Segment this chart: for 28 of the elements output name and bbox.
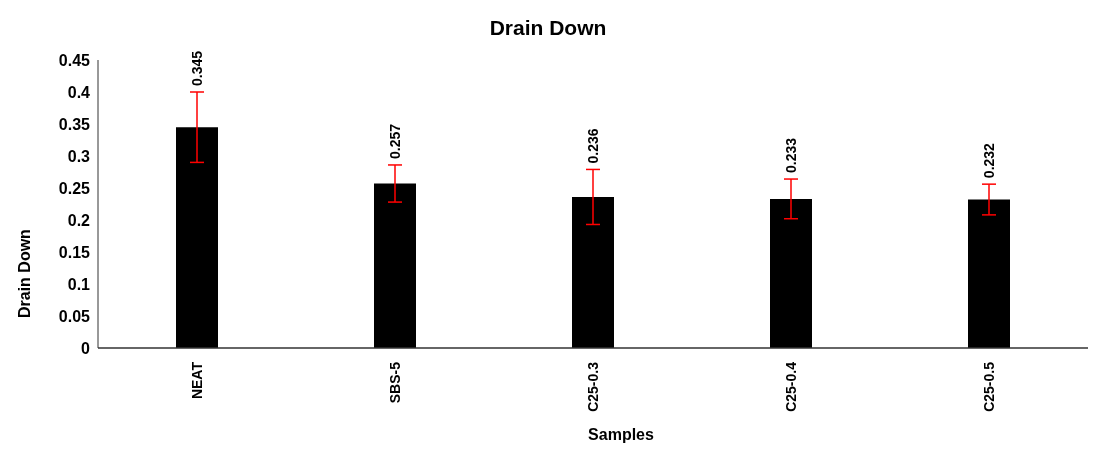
x-tick-label: C25-0.4: [783, 361, 799, 412]
bar: [176, 127, 218, 348]
bar: [572, 196, 614, 348]
y-tick-label: 0.1: [67, 275, 91, 293]
y-axis-title: Drain Down: [16, 229, 34, 318]
bar: [968, 199, 1010, 348]
x-tick-label: SBS-5: [387, 361, 403, 404]
data-label: 0.345: [189, 50, 205, 86]
data-label: 0.233: [783, 137, 799, 174]
y-tick-label: 0.2: [67, 211, 91, 229]
bar: [374, 183, 416, 348]
data-label: 0.232: [981, 142, 997, 179]
y-tick-label: 0.25: [58, 179, 91, 197]
chart-title: Drain Down: [488, 16, 608, 40]
x-tick-label: C25-0.3: [585, 361, 601, 412]
x-tick-label: C25-0.5: [981, 361, 997, 412]
data-label: 0.257: [387, 123, 403, 159]
y-tick-label: 0.15: [58, 243, 91, 261]
bar: [770, 198, 812, 348]
y-tick-label: 0.05: [58, 307, 91, 325]
y-tick-label: 0.35: [58, 115, 91, 133]
x-axis-title: Samples: [587, 426, 655, 444]
y-tick-label: 0.4: [67, 83, 91, 101]
y-tick-label: 0: [81, 339, 91, 357]
data-label: 0.236: [585, 128, 601, 164]
y-tick-label: 0.45: [58, 51, 91, 69]
y-tick-label: 0.3: [67, 147, 91, 165]
x-tick-label: NEAT: [189, 361, 205, 400]
